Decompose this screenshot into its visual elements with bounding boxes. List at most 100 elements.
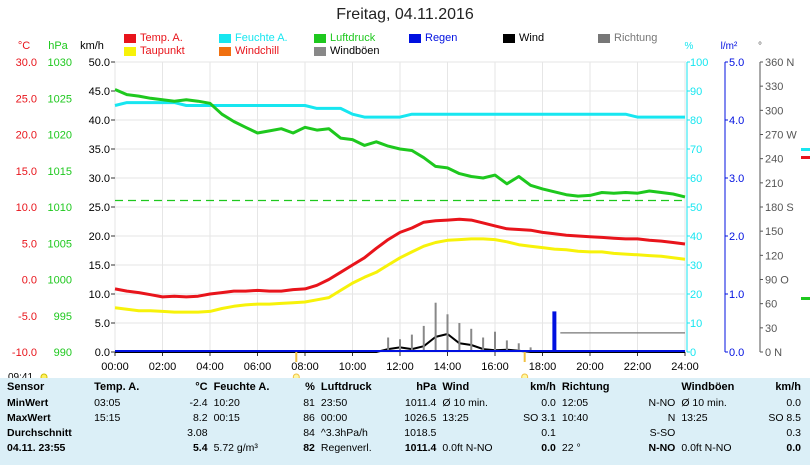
header-humidity: Feuchte A. <box>213 380 270 393</box>
tick-label-direction: 0 N <box>765 347 782 359</box>
edge-marker <box>801 297 810 300</box>
header-temp-unit: °C <box>195 380 208 393</box>
header-gusts-unit: km/h <box>775 380 801 393</box>
cell: 0.0 <box>786 396 801 409</box>
row-label: MaxWert <box>7 411 51 424</box>
legend-swatch-pressure <box>314 33 326 43</box>
tick-label-rain: 5.0 <box>729 57 744 69</box>
legend-swatch-windchill <box>219 46 231 56</box>
legend-item-wind: Wind <box>503 32 544 44</box>
cell: 13:25 <box>442 411 469 424</box>
header-wind-unit: km/h <box>530 380 556 393</box>
tick-label-temp: 15.0 <box>16 166 37 178</box>
tick-label-x: 02:00 <box>149 361 177 373</box>
summary-grid: Sensor Temp. A. °C Feuchte A. % Luftdruc… <box>4 378 804 455</box>
tick-label-wind: 35.0 <box>89 144 110 156</box>
tick-label-direction: 240 <box>765 154 783 166</box>
cell: Ø 10 min. <box>681 396 727 409</box>
cell: 23:50 <box>320 396 348 409</box>
legend-item-pressure: Luftdruck <box>314 32 375 44</box>
header-wind: Wind <box>442 380 470 393</box>
header-direction: Richtung <box>561 380 610 393</box>
cell <box>439 425 514 440</box>
tick-label-temp: 30.0 <box>16 57 37 69</box>
time-start-label: 09:41 <box>8 372 33 383</box>
legend-item-temp: Temp. A. <box>124 32 183 44</box>
cell: -2.4 <box>189 396 208 409</box>
cell: SO 3.1 <box>523 411 556 424</box>
tick-label-direction: 120 <box>765 250 783 262</box>
axis-label-direction: ° <box>758 41 762 52</box>
weather-chart: °C 30.0 25.0 20.0 15.0 10.0 5.0 0.0 -5.0 -10.0 hPa… <box>12 40 810 378</box>
legend-swatch-gusts <box>314 46 326 56</box>
cell: N-NO <box>648 396 676 409</box>
tick-label-x: 12:00 <box>386 361 414 373</box>
tick-label-rain: 3.0 <box>729 173 744 185</box>
tick-label-x: 20:00 <box>576 361 604 373</box>
tick-label-humidity: 70 <box>690 144 702 156</box>
cell: 5.72 g/m³ <box>213 441 258 454</box>
tick-label-wind: 25.0 <box>89 202 110 214</box>
cell: N-NO <box>648 441 676 454</box>
tick-label-pressure: 995 <box>54 311 72 323</box>
legend-item-dewpoint: Taupunkt <box>124 45 185 57</box>
legend-label-temp: Temp. A. <box>140 32 183 44</box>
cell: 84 <box>303 426 315 439</box>
tick-label-wind: 30.0 <box>89 173 110 185</box>
sunrise-dot <box>292 373 300 378</box>
cell: 10:20 <box>213 396 240 409</box>
legend-item-humidity: Feuchte A. <box>219 32 288 44</box>
tick-label-humidity: 30 <box>690 260 702 272</box>
tick-label-direction: 300 <box>765 105 783 117</box>
tick-label-temp: 25.0 <box>16 93 37 105</box>
row-label: MinWert <box>7 396 49 409</box>
axes: °C 30.0 25.0 20.0 15.0 10.0 5.0 0.0 -5.0 -10.0 hPa… <box>12 40 797 373</box>
tick-label-pressure: 1015 <box>48 166 72 178</box>
legend-item-gusts: Windböen <box>314 45 380 57</box>
summary-row-avg: Durchschnitt 3.08 84 ^3.3hPa/h 1018.5 0.… <box>4 425 804 440</box>
cell <box>91 425 154 440</box>
tick-label-wind: 10.0 <box>89 289 110 301</box>
summary-header-row: Sensor Temp. A. °C Feuchte A. % Luftdruc… <box>4 378 804 395</box>
axis-label-temp: °C <box>18 40 30 52</box>
tick-label-humidity: 100 <box>690 57 708 69</box>
tick-label-humidity: 10 <box>690 318 702 330</box>
header-direction-unit <box>630 378 679 395</box>
tick-label-humidity: 50 <box>690 202 702 214</box>
cell: 8.2 <box>192 411 208 424</box>
tick-label-x: 04:00 <box>196 361 224 373</box>
cell: S-SO <box>649 426 676 439</box>
tick-label-x: 06:00 <box>244 361 272 373</box>
legend-swatch-temp <box>124 33 136 43</box>
edge-marker <box>801 156 810 159</box>
tick-label-temp: -10.0 <box>12 347 37 359</box>
cell: ^3.3hPa/h <box>320 426 368 439</box>
legend-label-direction: Richtung <box>614 32 658 44</box>
cell: 0.0 <box>541 396 556 409</box>
series-group <box>114 88 686 353</box>
tick-label-direction: 30 <box>765 323 777 335</box>
legend-label-pressure: Luftdruck <box>330 32 376 44</box>
tick-label-wind: 45.0 <box>89 86 110 98</box>
header-temp: Temp. A. <box>94 380 140 393</box>
legend-item-direction: Richtung <box>598 32 657 44</box>
tick-label-rain: 2.0 <box>729 231 744 243</box>
series-feuchte-a- <box>114 101 685 119</box>
tick-label-wind: 50.0 <box>89 57 110 69</box>
sunset-dot <box>521 373 529 378</box>
tick-label-direction: 360 N <box>765 57 794 69</box>
summary-row-max: MaxWert 15:15 8.2 00:15 86 00:00 1026.5 … <box>4 410 804 425</box>
cell: Regenverl. <box>320 441 372 454</box>
tick-label-wind: 40.0 <box>89 115 110 127</box>
legend-label-rain: Regen <box>425 32 458 44</box>
cell: 0.0 <box>541 441 556 454</box>
cell: 81 <box>303 396 315 409</box>
tick-label-x: 24:00 <box>671 361 699 373</box>
cell: 15:15 <box>94 411 121 424</box>
legend-swatch-dewpoint <box>124 46 136 56</box>
tick-label-temp: 5.0 <box>22 238 37 250</box>
tick-label-humidity: 20 <box>690 289 702 301</box>
axis-label-wind: km/h <box>80 40 104 52</box>
tick-label-humidity: 0 <box>690 347 696 359</box>
tick-label-rain: 0.0 <box>729 347 744 359</box>
